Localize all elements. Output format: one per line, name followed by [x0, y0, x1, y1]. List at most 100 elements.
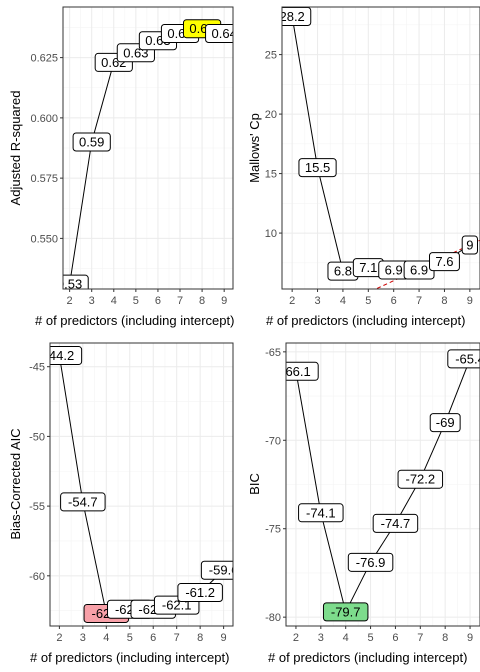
cp-point-label: 28.2	[282, 7, 312, 27]
aicc-label-text: -54.7	[68, 494, 98, 509]
cp-x-tick-label: 4	[340, 295, 346, 307]
adjr2-x-tick-label: 8	[199, 295, 205, 307]
adjr2-y-ticks: 0.550 0.575 0.600 0.625	[30, 53, 63, 245]
aicc-point-label: -59.6	[200, 560, 233, 580]
bic-y-tick-label: -70	[265, 435, 281, 447]
cp-panel-border	[281, 6, 480, 290]
bic-label-text: -65.4	[455, 351, 480, 366]
adjr2-x-tick-label: 4	[111, 295, 117, 307]
bic-y-tick-label: -65	[265, 347, 281, 359]
bic-panel: -66.1 -74.1 -79.7 -76.9 -74.7 -72.2 -69 -65.4 -…	[247, 342, 480, 665]
cp-y-tick-label: 20	[265, 109, 277, 121]
aicc-x-tick-label: 3	[80, 632, 86, 644]
aicc-x-axis-title: # of predictors (including intercept)	[30, 650, 229, 665]
adjr2-label-box	[63, 274, 89, 289]
bic-y-ticks: -65 -70 -75 -80	[265, 347, 286, 624]
cp-x-ticks: 2 3 4 5 6 7 8 9	[289, 289, 473, 307]
bic-y-axis-title: BIC	[247, 473, 262, 495]
cp-label-text: 6.9	[410, 262, 428, 277]
bic-x-axis-title: # of predictors (including intercept)	[268, 650, 467, 665]
aicc-y-ticks: -45 -50 -55 -60	[29, 362, 50, 583]
adjr2-y-axis-title: Adjusted R-squared	[8, 91, 23, 206]
bic-x-tick-label: 2	[293, 632, 299, 644]
bic-label-box	[397, 469, 444, 489]
adjr2-label-text: 0.64	[212, 26, 237, 41]
bic-label-text: -74.1	[306, 505, 336, 520]
cp-label-text: 6.9	[385, 262, 403, 277]
adjr2-point-label: 0.53	[57, 274, 89, 292]
bic-label-box	[286, 361, 319, 381]
aicc-label-text: -61.2	[185, 585, 215, 600]
cp-x-tick-label: 3	[314, 295, 320, 307]
cp-point-label: 7.1	[352, 258, 384, 278]
aicc-x-tick-label: 7	[174, 632, 180, 644]
aicc-x-tick-label: 4	[103, 632, 109, 644]
cp-label-text: 6.8	[334, 264, 352, 279]
aicc-panel-border	[49, 342, 234, 627]
bic-point-label: -76.9	[347, 552, 394, 572]
cp-point-label: 6.8	[327, 261, 359, 281]
cp-point-label: 9	[461, 235, 478, 255]
cp-y-tick-label: 10	[265, 228, 277, 240]
cp-label-box	[282, 7, 312, 27]
cp-series: 28.2 15.5 6.8 7.1 6.9 6.9 7.6 9	[282, 7, 480, 289]
aicc-point-label: -44.2	[45, 346, 83, 366]
bic-series: -66.1 -74.1 -79.7 -76.9 -74.7 -72.2 -69 -65.4	[281, 349, 480, 622]
cp-y-ticks: 10 15 20 25	[265, 50, 282, 240]
adjr2-y-tick-label: 0.600	[30, 113, 58, 125]
cp-y-tick-label: 25	[265, 50, 277, 62]
bic-label-box	[347, 552, 394, 572]
bic-grid	[286, 343, 480, 626]
aicc-label-box	[200, 560, 233, 580]
cp-x-tick-label: 7	[416, 295, 422, 307]
cp-x-tick-label: 8	[441, 295, 447, 307]
bic-point-label: -79.7	[322, 602, 369, 622]
bic-x-tick-label: 4	[343, 632, 349, 644]
adjr2-label-text: 0.59	[79, 134, 104, 149]
adjr2-panel: 0.530.590.620.630.630.640.640.64 0.5500.…	[8, 6, 237, 328]
bic-label-box	[372, 513, 419, 533]
bic-point-label: -66.1	[281, 361, 319, 381]
aicc-label-text: -44.2	[45, 348, 75, 363]
adjr2-label-text: 0.53	[57, 277, 82, 292]
aicc-label-box	[60, 492, 106, 512]
cp-point-label: 6.9	[378, 260, 410, 280]
cp-x-tick-label: 2	[289, 295, 295, 307]
bic-x-tick-label: 3	[318, 632, 324, 644]
bic-label-text: -72.2	[405, 472, 435, 487]
cp-label-text: 7.6	[435, 254, 453, 269]
adjr2-label-box	[72, 132, 111, 152]
bic-x-tick-label: 6	[392, 632, 398, 644]
bic-point-label: -74.7	[372, 513, 419, 533]
bic-label-text: -74.7	[381, 516, 411, 531]
bic-panel-border	[285, 342, 480, 627]
cp-label-text: 9	[466, 237, 473, 252]
bic-x-tick-label: 9	[467, 632, 473, 644]
adjr2-y-tick-label: 0.575	[30, 173, 58, 185]
adjr2-point-label: 0.59	[72, 132, 111, 152]
cp-y-axis-title: Mallows' Cp	[247, 113, 262, 183]
aicc-y-tick-label: -45	[29, 362, 45, 374]
cp-label-text: 15.5	[305, 160, 330, 175]
bic-y-tick-label: -75	[265, 524, 281, 536]
aicc-x-tick-label: 6	[150, 632, 156, 644]
aicc-x-tick-label: 9	[221, 632, 227, 644]
cp-x-tick-label: 5	[365, 295, 371, 307]
bic-point-label: -74.1	[298, 503, 344, 523]
bic-x-tick-label: 7	[417, 632, 423, 644]
aicc-series: -44.2-54.7-62.7-62.4-62.4-62.1-61.2-59.6	[45, 346, 233, 623]
cp-label-box	[429, 252, 460, 272]
cp-label-box	[461, 235, 478, 255]
cp-label-text: 7.1	[359, 260, 377, 275]
adjr2-point-label: 0.64	[205, 24, 237, 44]
adjr2-series: 0.530.590.620.630.630.640.640.64	[57, 19, 237, 292]
bic-x-ticks: 2 3 4 5 6 7 8 9	[293, 626, 473, 644]
adjr2-x-ticks: 2 3 4 5 6 7 8 9	[67, 289, 227, 307]
bic-label-text: -66.1	[281, 364, 311, 379]
aicc-label-box	[177, 583, 223, 603]
bic-label-text: -76.9	[356, 555, 386, 570]
adjr2-y-tick-label: 0.625	[30, 53, 58, 65]
adjr2-panel-border	[62, 6, 234, 290]
cp-label-box	[298, 158, 337, 178]
